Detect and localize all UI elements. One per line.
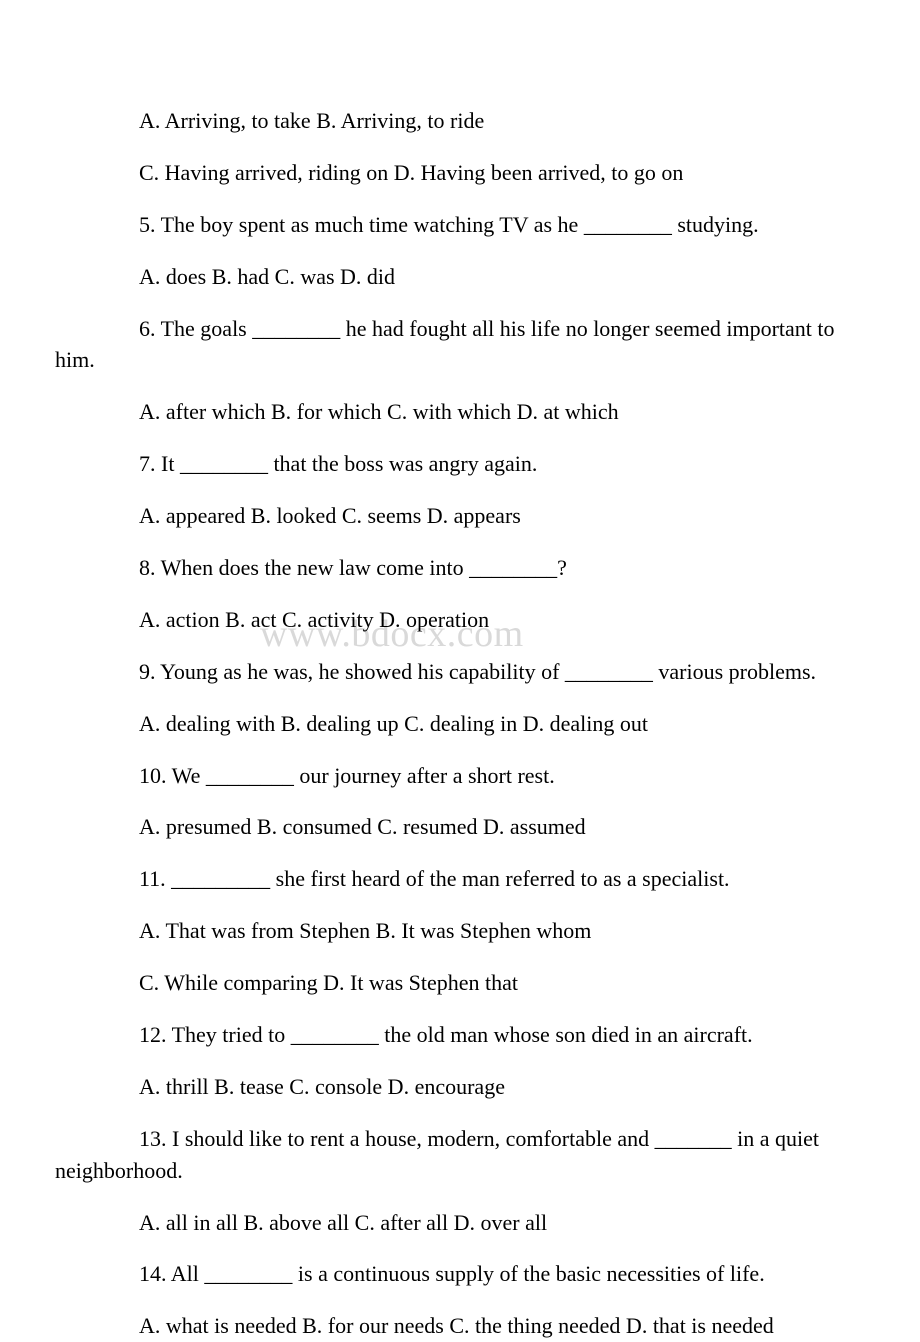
text-line: A. all in all B. above all C. after all … bbox=[55, 1207, 865, 1239]
text-line: A. what is needed B. for our needs C. th… bbox=[55, 1310, 865, 1342]
text-line: 12. They tried to ________ the old man w… bbox=[55, 1019, 865, 1051]
text-line: A. Arriving, to take B. Arriving, to rid… bbox=[55, 105, 865, 137]
text-line: 14. All ________ is a continuous supply … bbox=[55, 1258, 865, 1290]
text-line: 9. Young as he was, he showed his capabi… bbox=[55, 656, 865, 688]
text-line: C. While comparing D. It was Stephen tha… bbox=[55, 967, 865, 999]
text-line: 13. I should like to rent a house, moder… bbox=[55, 1123, 865, 1187]
text-line: A. thrill B. tease C. console D. encoura… bbox=[55, 1071, 865, 1103]
text-line: C. Having arrived, riding on D. Having b… bbox=[55, 157, 865, 189]
text-line: A. does B. had C. was D. did bbox=[55, 261, 865, 293]
text-line: A. appeared B. looked C. seems D. appear… bbox=[55, 500, 865, 532]
text-line: 10. We ________ our journey after a shor… bbox=[55, 760, 865, 792]
text-line: A. after which B. for which C. with whic… bbox=[55, 396, 865, 428]
text-line: A. dealing with B. dealing up C. dealing… bbox=[55, 708, 865, 740]
text-line: 7. It ________ that the boss was angry a… bbox=[55, 448, 865, 480]
document-content: A. Arriving, to take B. Arriving, to rid… bbox=[55, 105, 865, 1342]
text-line: A. action B. act C. activity D. operatio… bbox=[55, 604, 865, 636]
text-line: A. presumed B. consumed C. resumed D. as… bbox=[55, 811, 865, 843]
text-line: A. That was from Stephen B. It was Steph… bbox=[55, 915, 865, 947]
text-line: 5. The boy spent as much time watching T… bbox=[55, 209, 865, 241]
text-line: 6. The goals ________ he had fought all … bbox=[55, 313, 865, 377]
text-line: 8. When does the new law come into _____… bbox=[55, 552, 865, 584]
text-line: 11. _________ she first heard of the man… bbox=[55, 863, 865, 895]
